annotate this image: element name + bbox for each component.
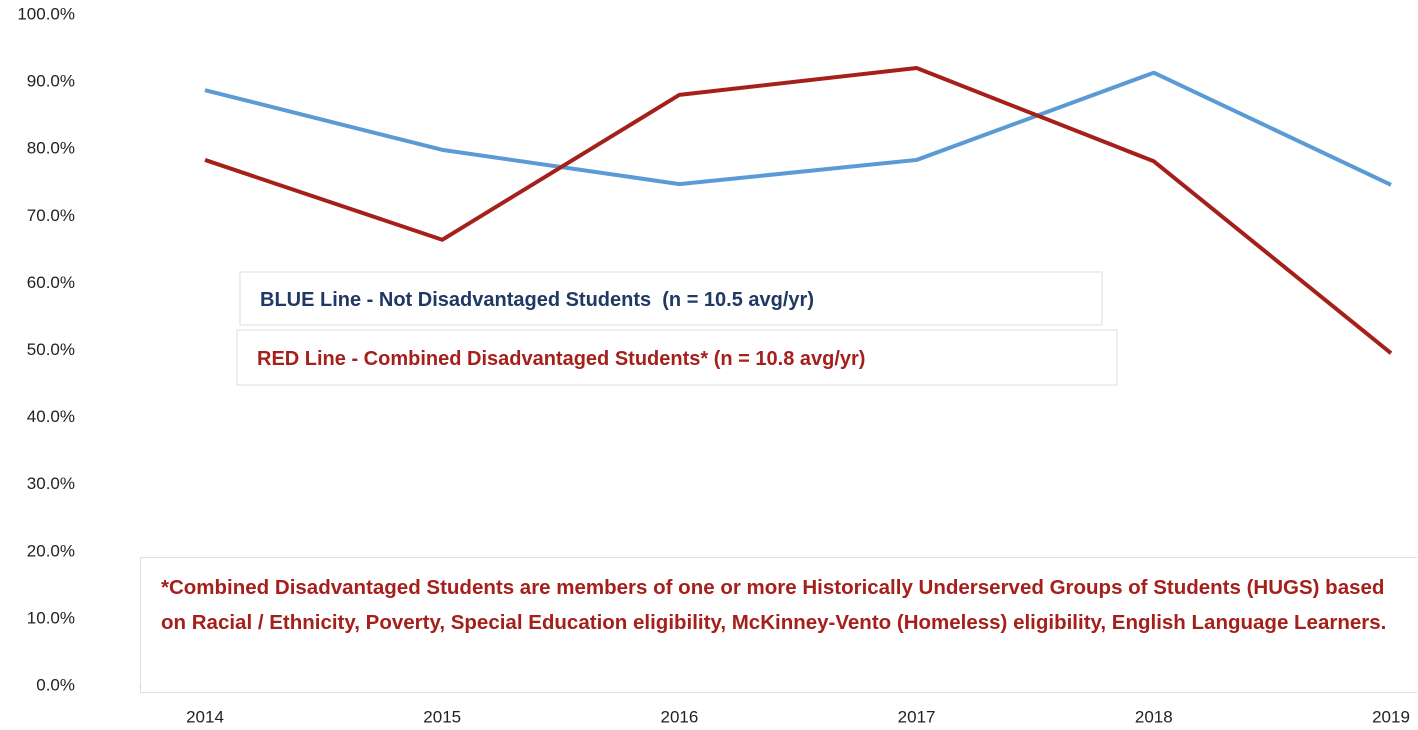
y-tick-label: 40.0% [27,407,75,426]
x-tick-label: 2015 [423,707,461,726]
x-tick-label: 2017 [898,707,936,726]
legend-box [236,329,1118,386]
data-line [204,70,1392,187]
y-tick-label: 20.0% [27,541,75,560]
y-tick-label: 60.0% [27,273,75,292]
y-tick-label: 30.0% [27,474,75,493]
footnote: *Combined Disadvantaged Students are mem… [140,557,1417,693]
y-tick-label: 80.0% [27,139,75,158]
legend-box [239,271,1103,326]
x-tick-label: 2018 [1135,707,1173,726]
y-tick-label: 70.0% [27,206,75,225]
y-tick-label: 50.0% [27,340,75,359]
legend-label: BLUE Line - Not Disadvantaged Students (… [260,289,814,311]
y-tick-label: 0.0% [36,675,75,694]
x-tick-label: 2016 [660,707,698,726]
data-line [204,66,1393,355]
x-tick-label: 2019 [1372,707,1410,726]
legend-label: RED Line - Combined Disadvantaged Studen… [257,348,865,370]
y-tick-label: 90.0% [27,72,75,91]
x-tick-label: 2014 [186,707,224,726]
y-tick-label: 100.0% [17,4,75,23]
y-tick-label: 10.0% [27,608,75,627]
